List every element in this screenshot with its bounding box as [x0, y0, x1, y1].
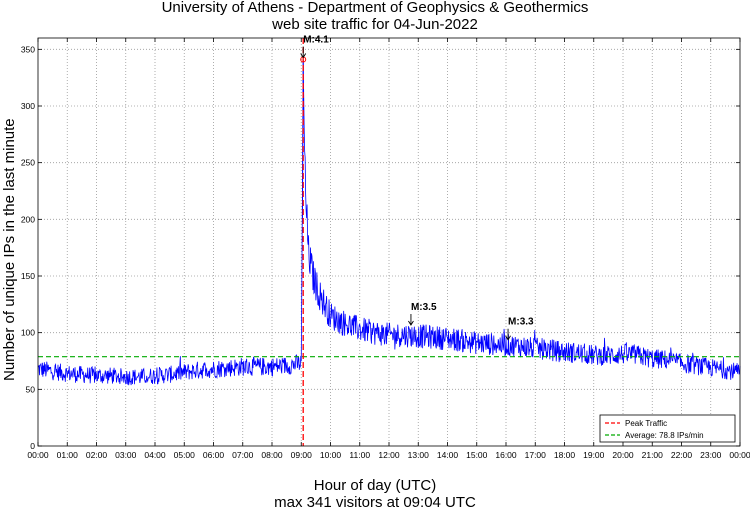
- legend-box: [599, 414, 736, 443]
- x-tick-label: 20:00: [612, 450, 634, 460]
- y-tick-label: 350: [21, 44, 35, 54]
- traffic-series-line: [37, 59, 741, 386]
- y-tick-label: 100: [21, 328, 35, 338]
- x-tick-label: 12:00: [378, 450, 400, 460]
- event-annotation-label: M:4.1: [303, 35, 329, 46]
- x-tick-label: 23:00: [700, 450, 722, 460]
- x-tick-label: 07:00: [232, 450, 254, 460]
- x-tick-label: 00:00: [729, 450, 750, 460]
- x-tick-label: 15:00: [466, 450, 488, 460]
- y-tick-label: 150: [21, 271, 35, 281]
- x-tick-label: 19:00: [583, 450, 605, 460]
- y-tick-label: 250: [21, 158, 35, 168]
- x-tick-label: 06:00: [203, 450, 225, 460]
- x-tick-label: 09:00: [291, 450, 313, 460]
- summary-text: max 341 visitors at 09:04 UTC: [274, 494, 476, 511]
- x-tick-label: 05:00: [174, 450, 196, 460]
- event-annotation-label: M:3.3: [508, 317, 534, 328]
- x-tick-label: 18:00: [554, 450, 576, 460]
- plot-frame: [37, 37, 741, 447]
- x-tick-label: 17:00: [525, 450, 547, 460]
- x-tick-label: 08:00: [261, 450, 283, 460]
- event-annotation-label: M:3.5: [411, 302, 437, 313]
- x-tick-label: 04:00: [144, 450, 166, 460]
- legend-label: Peak Traffic: [625, 419, 667, 428]
- traffic-chart: 00:00 01:00 02:00 03:00 04:00 05:00 06:00 07:00…: [21, 35, 750, 460]
- x-tick-label: 16:00: [495, 450, 517, 460]
- y-tick-label: 0: [30, 441, 35, 451]
- event-arrow-head: [505, 335, 511, 341]
- x-tick-label: 21:00: [642, 450, 664, 460]
- x-axis-label: Hour of day (UTC): [313, 477, 437, 494]
- y-tick-label: 50: [26, 384, 36, 394]
- y-axis-label: Number of unique IPs in the last minute: [1, 118, 18, 381]
- event-arrow-head: [300, 53, 307, 59]
- x-tick-label: 03:00: [115, 450, 137, 460]
- chart-subtitle: web site traffic for 04-Jun-2022: [272, 16, 478, 33]
- x-tick-label: 02:00: [86, 450, 108, 460]
- chart-title: University of Athens - Department of Geo…: [161, 0, 589, 16]
- x-tick-label: 22:00: [671, 450, 693, 460]
- event-arrow-head: [408, 320, 414, 326]
- x-tick-label: 00:00: [27, 450, 49, 460]
- legend-label: Average: 78.8 IPs/min: [625, 431, 704, 440]
- x-tick-label: 01:00: [57, 450, 79, 460]
- x-tick-label: 14:00: [437, 450, 459, 460]
- x-tick-label: 13:00: [408, 450, 430, 460]
- y-tick-label: 300: [21, 101, 35, 111]
- x-tick-label: 10:00: [320, 450, 342, 460]
- y-tick-label: 200: [21, 214, 35, 224]
- x-tick-label: 11:00: [349, 450, 370, 460]
